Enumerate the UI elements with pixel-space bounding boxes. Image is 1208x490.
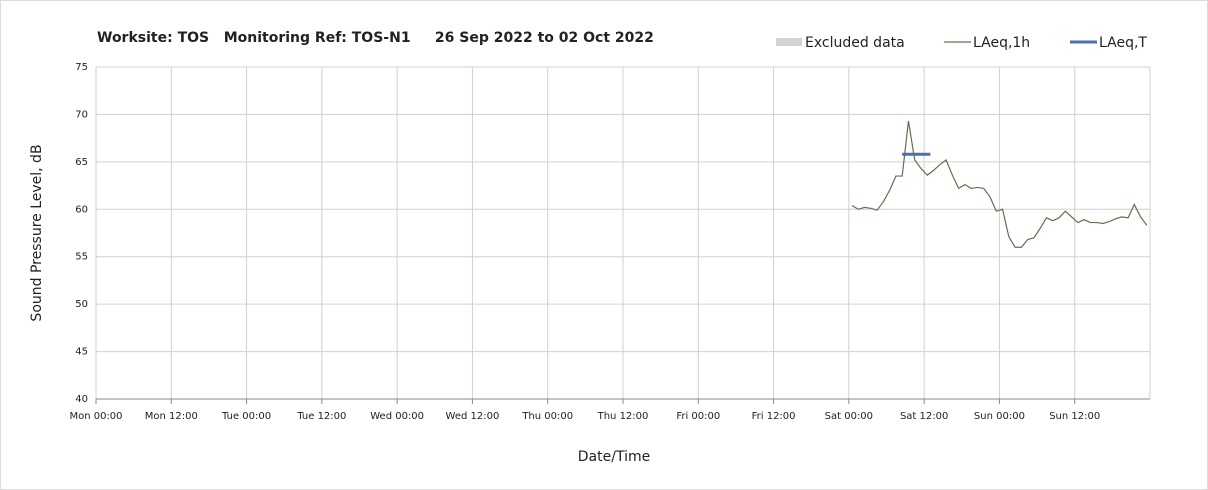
chart-title: Worksite: TOS Monitoring Ref: TOS-N1 26 …	[97, 30, 654, 46]
x-axis-label: Date/Time	[578, 449, 650, 465]
series-line	[851, 120, 1148, 248]
x-tick-label: Sat 12:00	[900, 411, 948, 422]
x-tick-label: Wed 00:00	[370, 411, 424, 422]
x-tick-label: Fri 00:00	[676, 411, 720, 422]
legend-label: Excluded data	[805, 35, 905, 51]
legend-label: LAeq,1h	[973, 35, 1030, 51]
x-tick-label: Thu 12:00	[597, 411, 649, 422]
y-tick-label: 60	[75, 204, 88, 215]
y-tick-label: 40	[75, 394, 88, 405]
x-tick-label: Tue 12:00	[296, 411, 346, 422]
x-tick-label: Thu 00:00	[521, 411, 573, 422]
y-tick-label: 70	[75, 109, 88, 120]
y-tick-label: 75	[75, 62, 88, 73]
x-tick-label: Mon 12:00	[145, 411, 198, 422]
y-tick-label: 65	[75, 157, 88, 168]
legend-swatch	[776, 38, 802, 46]
x-tick-label: Sun 12:00	[1049, 411, 1100, 422]
x-tick-label: Fri 12:00	[752, 411, 796, 422]
x-tick-label: Wed 12:00	[446, 411, 500, 422]
y-tick-label: 50	[75, 299, 88, 310]
x-tick-label: Sun 00:00	[974, 411, 1025, 422]
x-tick-label: Mon 00:00	[69, 411, 122, 422]
y-tick-label: 45	[75, 347, 88, 358]
x-tick-label: Sat 00:00	[825, 411, 873, 422]
y-axis-label: Sound Pressure Level, dB	[29, 144, 45, 321]
x-tick-label: Tue 00:00	[221, 411, 271, 422]
legend-label: LAeq,T	[1099, 35, 1147, 51]
y-tick-label: 55	[75, 252, 88, 263]
